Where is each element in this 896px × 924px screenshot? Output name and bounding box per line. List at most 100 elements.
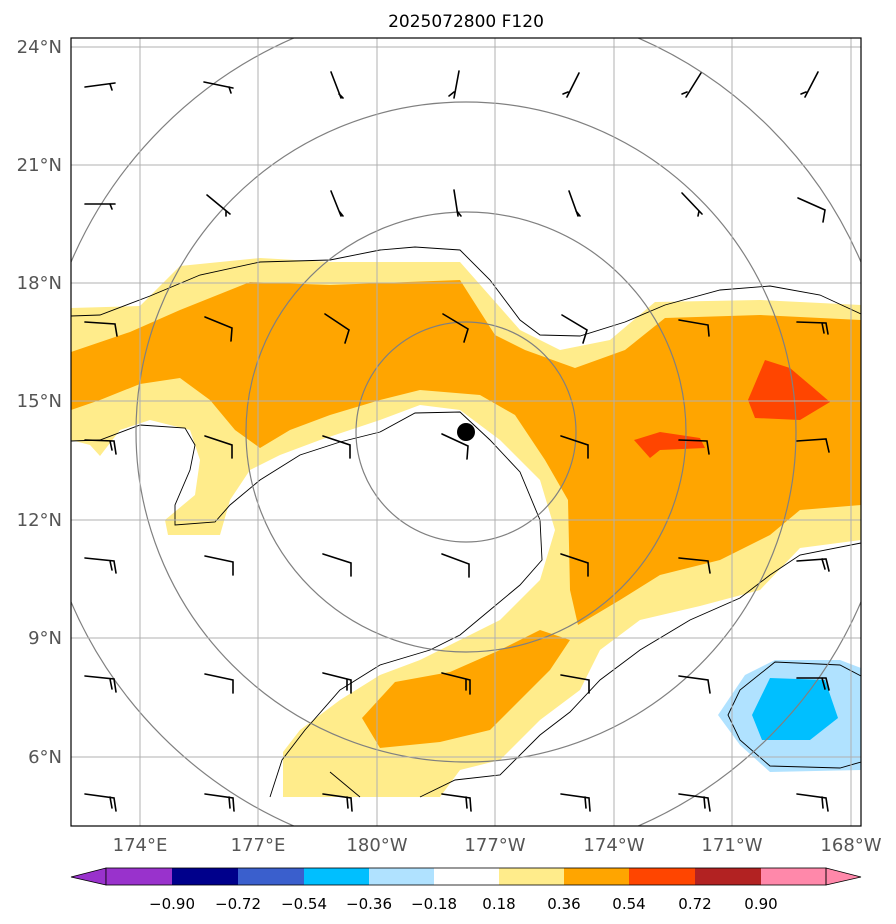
- map-area: [71, 38, 861, 826]
- lon-label: 180°W: [346, 835, 407, 856]
- lon-label: 174°E: [113, 835, 168, 856]
- wind-barb: [322, 793, 353, 812]
- contour-fill-054-072-central: [634, 432, 705, 458]
- colorbar: −0.90 −0.72 −0.54 −0.36 −0.18 0.18 0.36 …: [70, 867, 862, 913]
- colorbar-segment: [761, 868, 826, 885]
- colorbar-segment: [369, 868, 434, 885]
- lon-label: 168°W: [820, 835, 881, 856]
- contour-fill-054-072-east: [748, 360, 830, 420]
- colorbar-segment: [172, 868, 238, 885]
- wind-barb: [796, 438, 830, 453]
- lon-label: 177°E: [231, 835, 286, 856]
- lon-label: 171°W: [701, 835, 762, 856]
- wind-barb: [324, 313, 350, 344]
- wind-barb: [796, 677, 830, 691]
- wind-barb: [453, 189, 462, 217]
- colorbar-label: −0.54: [281, 895, 327, 913]
- wind-barb: [204, 793, 235, 812]
- wind-barb: [560, 674, 590, 694]
- wind-barb: [678, 319, 710, 337]
- colorbar-label: −0.90: [149, 895, 195, 913]
- colorbar-label: 0.36: [547, 895, 580, 913]
- range-ring-3: [135, 101, 797, 763]
- range-ring-inner: [355, 321, 577, 543]
- colorbar-segment: [499, 868, 564, 885]
- lon-label: 177°W: [464, 835, 525, 856]
- lat-label: 18°N: [17, 273, 62, 294]
- wind-barb: [206, 194, 231, 217]
- colorbar-segment: [238, 868, 304, 885]
- wind-barb: [322, 435, 351, 459]
- range-ring-2: [245, 211, 687, 653]
- colorbar-label: 0.18: [482, 895, 515, 913]
- colorbar-segment: [564, 868, 629, 885]
- wind-barb: [204, 555, 234, 576]
- wind-barb: [204, 673, 234, 694]
- range-rings: [71, 38, 861, 826]
- wind-barb: [796, 793, 829, 812]
- colorbar-segment: [434, 868, 499, 885]
- wind-barb: [441, 793, 472, 812]
- wind-barb: [796, 558, 830, 572]
- wind-barb: [678, 675, 711, 694]
- wind-barb: [330, 190, 344, 217]
- lat-label: 21°N: [17, 155, 62, 176]
- wind-barb: [560, 793, 591, 812]
- lat-label: 24°N: [17, 37, 62, 58]
- wind-barb: [797, 197, 826, 223]
- wind-barb: [441, 553, 470, 578]
- wind-barb: [84, 321, 118, 337]
- wind-barb: [800, 71, 819, 98]
- colorbar-label: −0.36: [346, 895, 392, 913]
- gridlines: [71, 38, 861, 826]
- wind-barb: [448, 70, 460, 99]
- wind-barb: [84, 675, 117, 693]
- colorbar-extend-high: [825, 867, 862, 886]
- map-title: 2025072800 F120: [388, 12, 544, 32]
- wind-barb: [322, 553, 352, 577]
- wind-barbs: [84, 70, 830, 812]
- map-frame: [70, 37, 862, 827]
- wind-barb: [84, 439, 117, 455]
- colorbar-segment: [629, 868, 695, 885]
- wind-barb: [678, 439, 710, 455]
- wind-barb: [681, 192, 703, 217]
- wind-barb: [330, 71, 344, 99]
- colorbar-segment: [695, 868, 761, 885]
- colorbar-segment: [106, 868, 172, 885]
- lat-label: 12°N: [17, 510, 62, 531]
- thin-contours: [71, 246, 861, 798]
- lat-label: 6°N: [28, 747, 62, 768]
- storm-center-marker: [457, 423, 475, 441]
- wind-barb: [84, 203, 116, 210]
- wind-barb: [84, 82, 116, 91]
- wind-barb: [561, 314, 588, 344]
- contour-fill-036-054: [71, 280, 861, 625]
- colorbar-label: −0.18: [411, 895, 457, 913]
- longitude-labels: 174°E 177°E 180°W 177°W 174°W 171°W 168°…: [113, 835, 882, 856]
- latitude-labels: 24°N 21°N 18°N 15°N 12°N 9°N 6°N: [17, 37, 62, 768]
- wind-barb: [678, 557, 711, 574]
- colorbar-label: 0.54: [612, 895, 645, 913]
- wind-barb: [560, 553, 589, 577]
- wind-barb: [204, 316, 233, 342]
- lon-label: 174°W: [583, 835, 644, 856]
- wind-barb: [441, 672, 471, 695]
- lat-label: 15°N: [17, 391, 62, 412]
- lat-label: 9°N: [28, 628, 62, 649]
- colorbar-label: 0.90: [744, 895, 777, 913]
- wind-barb: [560, 435, 589, 459]
- wind-barb: [442, 313, 469, 343]
- wind-barb: [796, 321, 829, 335]
- wind-barb: [678, 793, 711, 812]
- wind-barb: [568, 190, 581, 217]
- wind-barb: [562, 72, 580, 98]
- wind-barb: [204, 435, 233, 459]
- colorbar-outline: [105, 867, 827, 886]
- wind-barb: [441, 433, 469, 460]
- colorbar-extend-low: [70, 867, 107, 886]
- wind-barb: [681, 72, 702, 98]
- wind-barb: [84, 793, 117, 812]
- wind-barb: [84, 557, 117, 574]
